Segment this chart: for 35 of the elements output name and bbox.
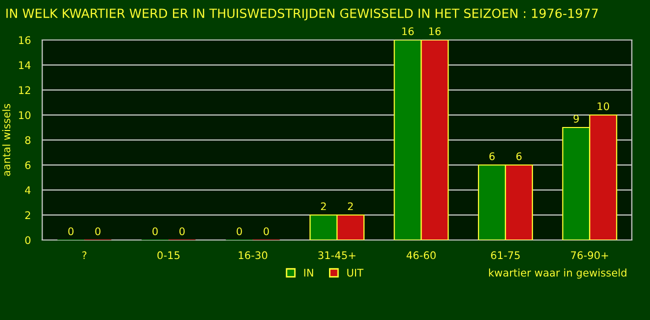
data-label: 0 (179, 227, 185, 236)
legend-label: UIT (347, 268, 364, 277)
data-label: 2 (321, 202, 326, 210)
y-tick-label: 14 (19, 61, 31, 69)
y-tick-label: 16 (19, 36, 30, 44)
y-axis-title: aantal wissels (2, 104, 10, 176)
data-label: 9 (574, 114, 579, 123)
y-tick-label: 2 (25, 211, 30, 219)
x-tick-label: 46-60 (406, 251, 436, 260)
y-tick-label: 10 (19, 111, 30, 120)
x-axis-title: kwartier waar in gewisseld (489, 268, 626, 279)
x-tick-label: 61-75 (491, 251, 520, 260)
chart-title: IN WELK KWARTIER WERD ER IN THUISWEDSTRIJDEN GEWISSELD IN HET SEIZOEN : 1976-1977 (6, 8, 598, 20)
data-label: 0 (236, 227, 242, 236)
y-tick-label: 6 (25, 161, 30, 170)
x-tick-label: 31-45+ (318, 251, 356, 260)
data-label: 0 (152, 227, 158, 236)
data-label: 0 (68, 227, 74, 236)
legend-label: IN (304, 268, 314, 276)
y-tick-label: 8 (25, 136, 30, 144)
data-label: 0 (264, 227, 269, 236)
y-tick-label: 0 (25, 236, 30, 244)
x-tick-label: 0-15 (157, 251, 180, 260)
data-label: 16 (402, 27, 414, 36)
x-tick-label: 76-90+ (571, 251, 608, 260)
data-label: 2 (348, 202, 353, 210)
x-tick-label: 16-30 (238, 251, 268, 260)
data-label: 6 (516, 152, 522, 160)
y-tick-label: 12 (19, 86, 30, 94)
data-label: 0 (95, 227, 100, 236)
data-label: 10 (598, 102, 610, 110)
data-label: 6 (489, 152, 495, 160)
data-label: 16 (429, 27, 441, 36)
x-tick-label: ? (82, 251, 86, 260)
y-tick-label: 4 (25, 186, 31, 194)
